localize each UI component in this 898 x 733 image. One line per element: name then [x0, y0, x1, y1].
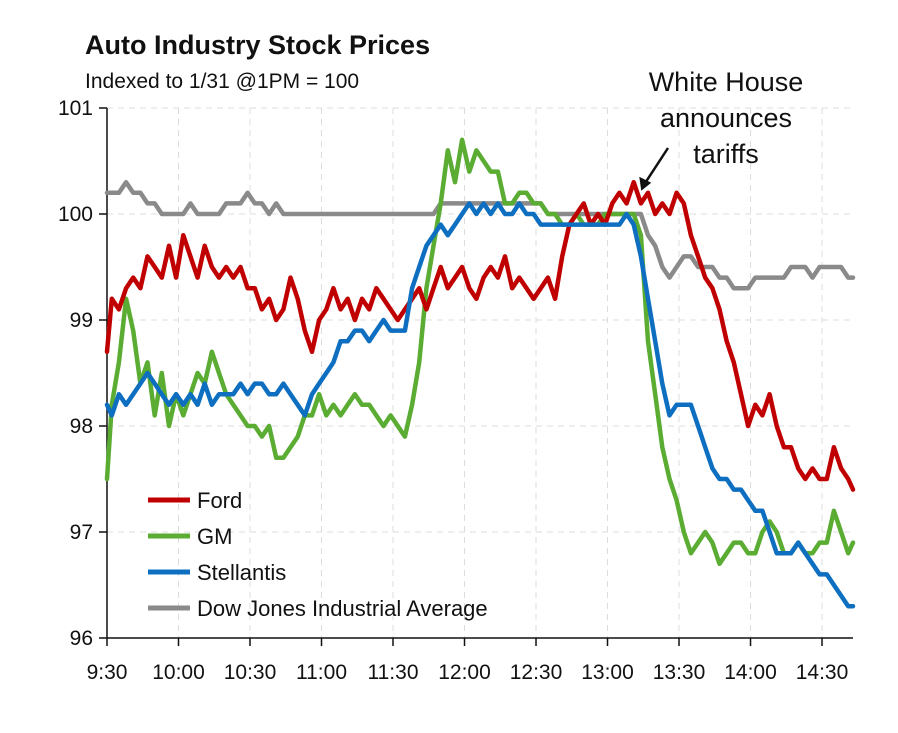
x-tick-label: 11:00: [296, 661, 347, 684]
x-axis-ticks: 9:30 10:00 10:30 11:00 11:30 12:00 12:30 13:00 1…: [87, 661, 849, 684]
chart-subtitle: Indexed to 1/31 @1PM = 100: [85, 70, 360, 93]
x-tick-label: 11:30: [368, 661, 419, 684]
chart-title: Auto Industry Stock Prices: [85, 30, 431, 60]
x-tick-label: 12:00: [438, 661, 491, 684]
x-tick-label: 13:30: [653, 661, 706, 684]
x-tick-label: 10:30: [224, 661, 277, 684]
y-tick-label: 98: [70, 415, 93, 438]
x-tick-label: 10:00: [152, 661, 205, 684]
x-tick-label: 13:00: [581, 661, 634, 684]
y-tick-label: 99: [70, 309, 93, 332]
y-tick-label: 96: [70, 627, 93, 650]
legend-label-gm: GM: [197, 524, 232, 549]
legend-label-dow-jones-industrial-average: Dow Jones Industrial Average: [197, 596, 488, 621]
legend: Ford GM Stellantis Dow Jones Industrial Ave…: [148, 488, 488, 621]
y-tick-label: 100: [58, 203, 93, 226]
annotation-text-line: White House: [649, 67, 804, 97]
legend-label-stellantis: Stellantis: [197, 560, 286, 585]
x-tick-label: 12:30: [510, 661, 563, 684]
y-tick-label: 97: [70, 521, 93, 544]
series-line-dow-jones-industrial-average: [104, 179, 856, 291]
series-line-gm: [104, 137, 856, 567]
annotation-text-line: announces: [660, 103, 792, 133]
x-tick-label: 14:30: [796, 661, 849, 684]
annotation-text-line: tariffs: [693, 139, 759, 169]
y-axis-ticks: 96 97 98 99 100 101: [58, 97, 93, 650]
annotation-arrow-line: [644, 147, 670, 184]
series-line-ford: [104, 179, 856, 492]
axes: [99, 107, 853, 646]
legend-label-ford: Ford: [197, 488, 242, 513]
x-tick-label: 14:00: [724, 661, 777, 684]
y-tick-label: 101: [58, 97, 93, 120]
x-tick-label: 9:30: [87, 661, 128, 684]
series-line-stellantis: [104, 201, 856, 609]
series-lines: [104, 137, 856, 609]
annotation: White House announces tariffs: [639, 67, 803, 191]
annotation-arrowhead: [639, 176, 652, 191]
